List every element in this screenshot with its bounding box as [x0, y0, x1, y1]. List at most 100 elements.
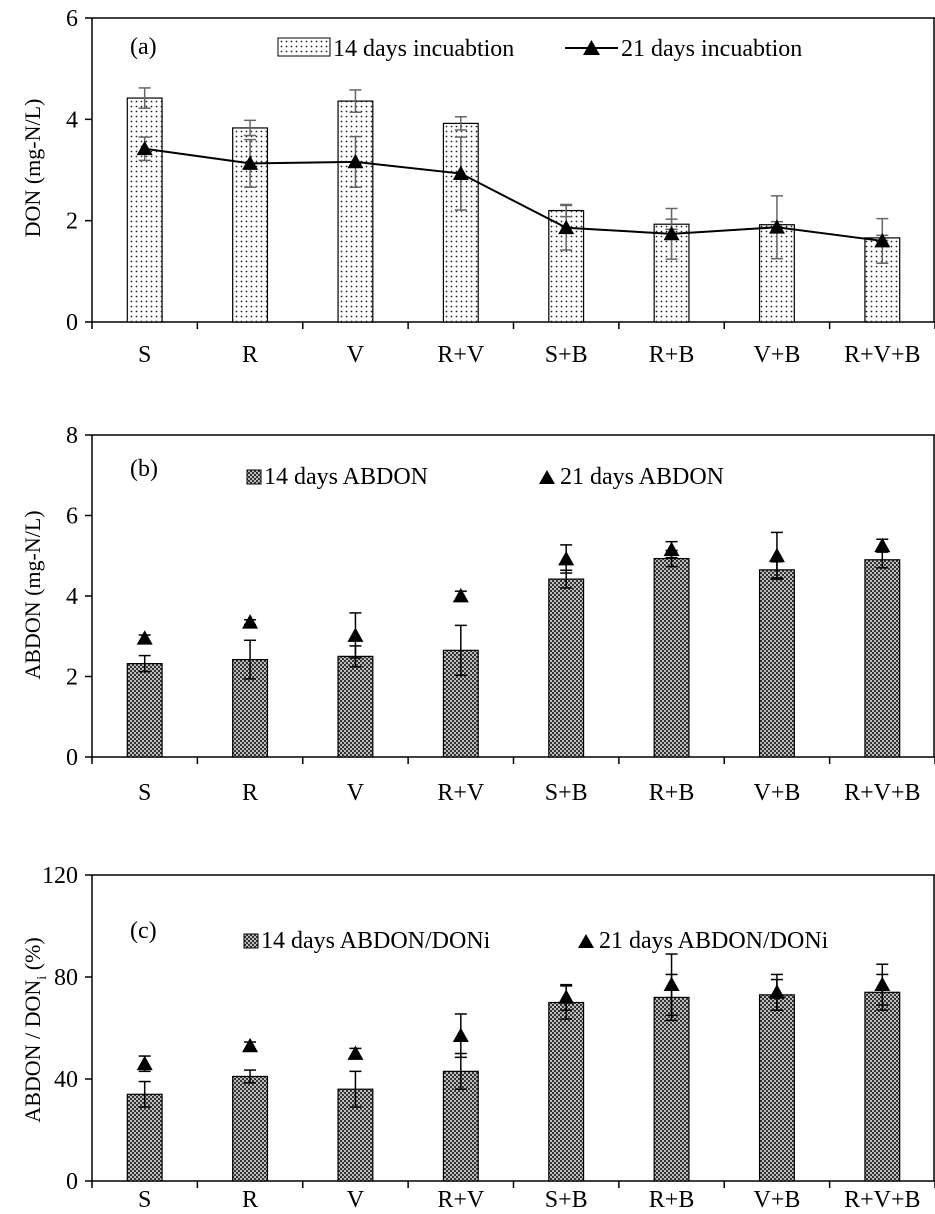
panel-c-bar	[653, 996, 690, 1182]
panel-c-y-tick-label: 40	[54, 1067, 78, 1093]
legend-label-14-days-abdon-doni: 14 days ABDON/DONi	[261, 928, 491, 954]
panel-c-triangle-marker	[558, 989, 575, 1004]
panel-a: (a) DON (mg-N/L) 14 days incuabtion 21 d…	[20, 6, 935, 368]
legend-label-21-days-incubation: 21 days incuabtion	[621, 36, 802, 62]
panel-c-triangle-marker	[242, 1037, 259, 1053]
panel-a-category-label: R+V	[437, 342, 485, 368]
panel-b: (b) ABDON (mg-N/L) 14 days ABDON 21 days…	[20, 423, 935, 806]
panel-b-y-tick-label: 4	[66, 584, 78, 610]
panel-b-triangle-marker	[768, 547, 785, 563]
panel-a-series-line	[144, 147, 883, 242]
panel-c-y-tick-label: 0	[66, 1169, 78, 1195]
panel-a-y-axis-label: DON (mg-N/L)	[20, 99, 45, 238]
panel-a-bar	[337, 100, 374, 323]
panel-a-triangle-marker	[874, 232, 891, 248]
panel-b-triangle-marker	[242, 614, 259, 629]
panel-c-category-label: R	[242, 1187, 258, 1213]
panel-a-bar-error-bar	[454, 116, 467, 131]
panel-b-category-label: V	[347, 780, 365, 806]
panel-b-category-label: R+V+B	[844, 780, 920, 806]
legend-label-21-days-abdon-doni: 21 days ABDON/DONi	[599, 928, 829, 954]
panel-a-y-tick-label: 4	[66, 107, 78, 133]
panel-b-category-label: V+B	[754, 780, 801, 806]
panel-a-y-tick-label: 2	[66, 209, 78, 235]
panel-b-triangle-marker	[136, 630, 153, 645]
panel-c-bar-error-bar	[244, 1069, 257, 1084]
panel-a-series-1	[126, 87, 901, 323]
panel-a-category-label: R+B	[649, 342, 695, 368]
panel-b-y-axis-label: ABDON (mg-N/L)	[20, 510, 45, 679]
panel-a-y-tick-label: 6	[66, 6, 78, 32]
panel-c-category-label: S	[138, 1187, 151, 1213]
panel-c-category-label: R+B	[649, 1187, 695, 1213]
panel-a-bar-error-bar	[349, 89, 362, 113]
panel-b-y-axis-title: ABDON (mg-N/L)	[20, 510, 45, 679]
panel-c-label: (c)	[130, 918, 157, 944]
legend-marker-21-days-abdon-doni	[578, 934, 594, 948]
panel-c-triangle-marker	[663, 976, 680, 992]
panel-a-category-label: S	[138, 342, 151, 368]
panel-b-category-label: R+V	[437, 780, 485, 806]
panel-c-bar	[758, 994, 795, 1182]
panel-b-category-label: S+B	[545, 780, 588, 806]
panel-a-legend: 14 days incuabtion 21 days incuabtion	[277, 36, 802, 62]
panel-b-bar	[864, 559, 901, 758]
panel-a-bar-error-bar	[138, 87, 151, 109]
panel-a-category-label: R	[242, 342, 258, 368]
panel-a-y-axis-title: DON (mg-N/L)	[20, 99, 45, 238]
panel-c-plot: 0 40 80 120 S R V R+V S+B R+B V+B R+V+B	[42, 863, 935, 1213]
panel-c-y-tick-label: 80	[54, 965, 78, 991]
panel-b-bar	[758, 569, 795, 758]
panel-c-series-2	[136, 953, 891, 1073]
panel-b-plot: 0 2 4 6 8 S R V R+V S+B R+B V+B R+V+B	[66, 423, 935, 806]
panel-c-triangle-marker	[874, 976, 891, 992]
panel-c-bar-error-bar	[349, 1070, 362, 1108]
panel-b-triangle-marker	[452, 588, 469, 603]
panel-c-category-label: S+B	[545, 1187, 588, 1213]
panel-a-category-label: S+B	[545, 342, 588, 368]
panel-a-bar-error-bar	[244, 119, 257, 137]
panel-b-triangle-marker	[558, 550, 575, 566]
panel-a-triangle-marker	[136, 140, 153, 156]
panel-c-y-axis-label: ABDON / DONi (%)	[20, 937, 50, 1122]
panel-c-bar	[548, 1001, 585, 1182]
panel-b-y-tick-label: 2	[66, 665, 78, 691]
panel-c-bar	[232, 1075, 269, 1182]
legend-label-14-days-abdon: 14 days ABDON	[264, 464, 428, 490]
panel-c-triangle-marker	[452, 1027, 469, 1043]
panel-b-bar	[653, 557, 690, 758]
legend-label-14-days-incubation: 14 days incuabtion	[333, 36, 514, 62]
legend-swatch-14-days-abdon-doni	[243, 933, 259, 949]
legend-marker-21-days-abdon	[539, 470, 555, 484]
panel-c-triangle-marker	[347, 1045, 364, 1060]
panel-a-bar	[126, 97, 163, 323]
panel-a-plot: 0 2 4 6 S R V R+V S+B R+B V+B R+V+B	[66, 6, 935, 368]
panel-a-category-label: V	[347, 342, 365, 368]
panel-c-series-1	[126, 973, 901, 1182]
panel-a-series-2	[136, 135, 891, 264]
panel-c-y-tick-label: 120	[42, 863, 78, 889]
panel-a-bar	[232, 127, 269, 323]
panel-c: (c) ABDON / DONi (%) 14 days ABDON/DONi …	[20, 863, 935, 1213]
panel-b-series-1	[126, 549, 901, 758]
panel-a-triangle-marker	[347, 153, 364, 169]
panel-a-label: (a)	[130, 34, 157, 60]
panel-c-bar	[864, 991, 901, 1182]
panel-b-category-label: R	[242, 780, 258, 806]
panel-c-triangle-marker	[768, 984, 785, 999]
panel-b-category-label: R+B	[649, 780, 695, 806]
panel-b-bar	[337, 655, 374, 758]
panel-b-triangle-marker	[663, 541, 680, 557]
panel-c-bar-error-bar	[138, 1080, 151, 1108]
legend-swatch-14-days-abdon	[246, 469, 262, 485]
panel-b-bar-error-bar	[244, 639, 257, 680]
panel-a-triangle-marker	[452, 165, 469, 180]
panel-a-category-label: V+B	[754, 342, 801, 368]
panel-c-category-label: R+V+B	[844, 1187, 920, 1213]
panel-b-label: (b)	[130, 456, 158, 482]
panel-b-y-tick-label: 6	[66, 504, 78, 530]
panel-a-triangle-marker	[663, 225, 680, 241]
panel-b-bar	[126, 663, 163, 758]
panel-a-category-label: R+V+B	[844, 342, 920, 368]
